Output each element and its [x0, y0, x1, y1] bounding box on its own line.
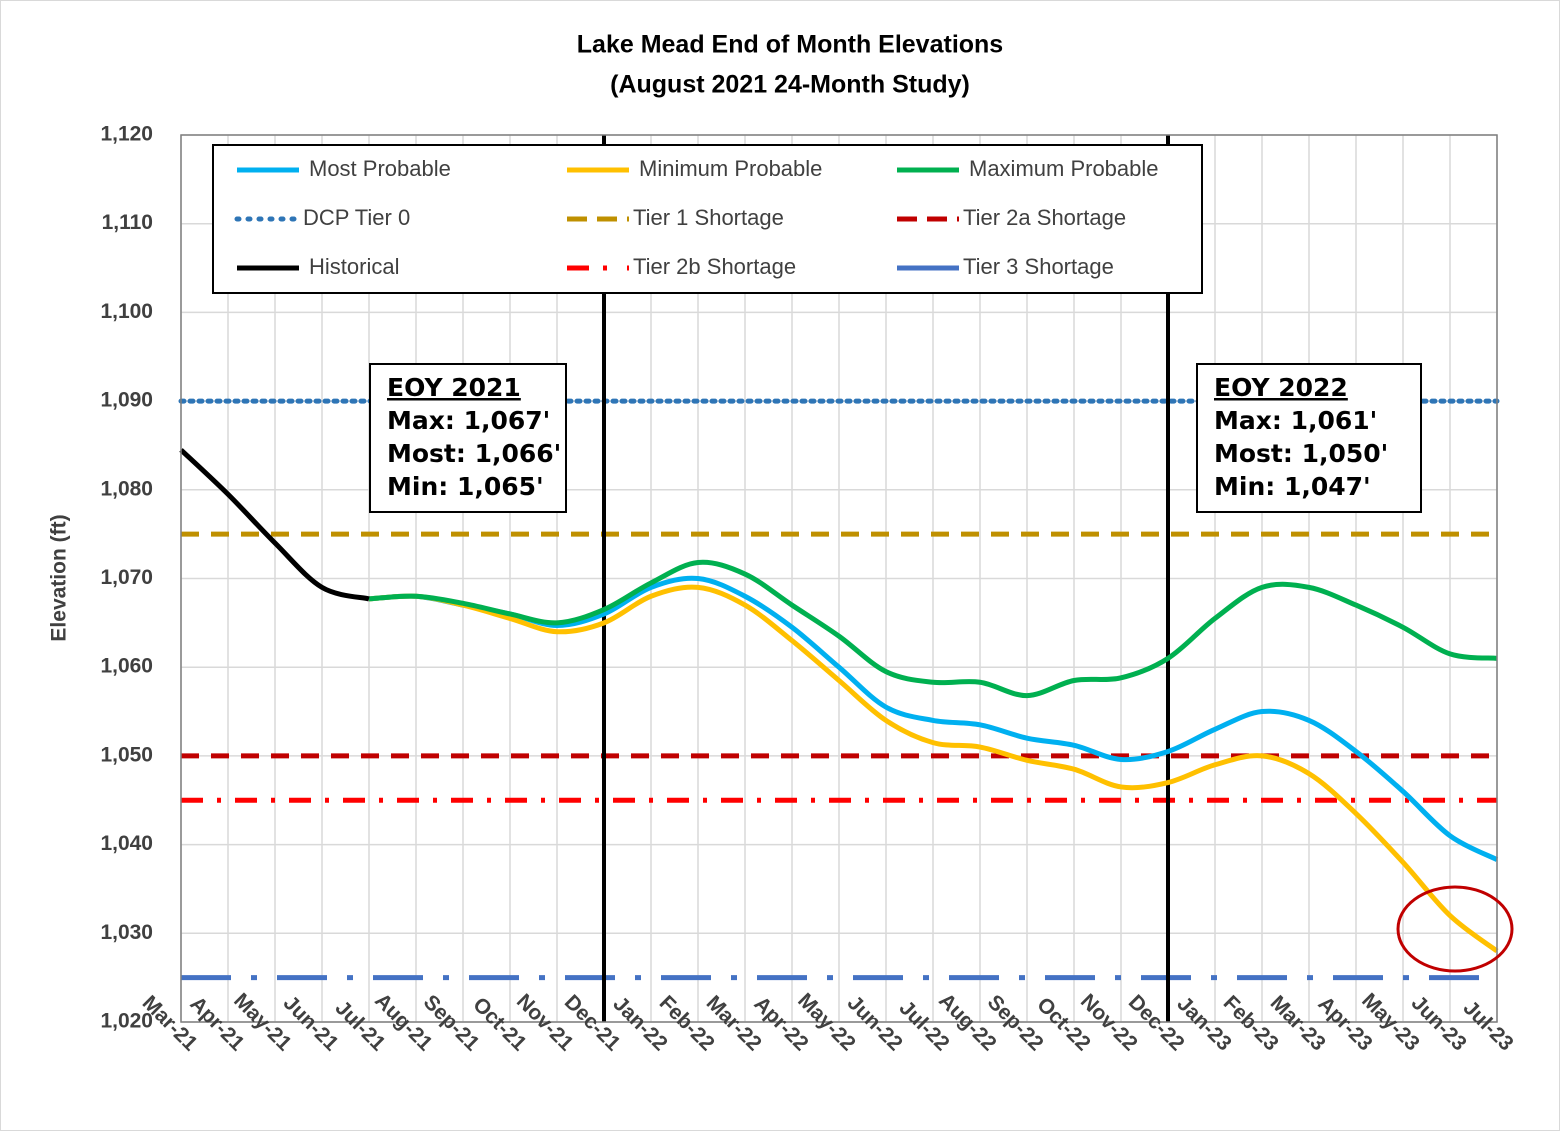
legend: Most Probable Minimum Probable Maximum Pro…	[212, 144, 1203, 294]
y-tick-label: 1,090	[100, 389, 153, 412]
annotation-box	[1196, 363, 1422, 513]
annotation-line: Most: 1,050'	[1214, 439, 1388, 468]
y-tick-label: 1,030	[100, 921, 153, 944]
y-tick-label: 1,120	[100, 123, 153, 146]
annotation-box	[369, 363, 567, 513]
y-tick-label: 1,110	[102, 211, 153, 234]
legend-label: Maximum Probable	[969, 156, 1159, 181]
legend-label: Historical	[309, 254, 399, 279]
series-line	[179, 448, 370, 602]
plot-border	[180, 134, 1498, 1023]
y-tick-label: 1,040	[100, 832, 153, 855]
legend-label: Tier 1 Shortage	[633, 205, 784, 230]
annotation-line: Min: 1,047'	[1214, 472, 1371, 501]
legend-label: Tier 2b Shortage	[633, 254, 796, 279]
legend-label: Minimum Probable	[639, 156, 822, 181]
y-axis-label: Elevation (ft)	[48, 514, 71, 641]
annotation-line: Max: 1,061'	[1214, 406, 1377, 435]
series-line	[368, 559, 1498, 699]
series-line	[368, 575, 1499, 862]
y-tick-label: 1,070	[100, 566, 153, 589]
annotation-title: EOY 2021	[387, 373, 521, 402]
annotation-title: EOY 2022	[1214, 373, 1348, 402]
y-tick-label: 1,020	[100, 1010, 153, 1033]
annotations: EOY 2021 Max: 1,067' Most: 1,066' Min: 1,06…	[369, 363, 1422, 513]
y-tick-label: 1,050	[100, 743, 153, 766]
lines	[179, 448, 1499, 954]
chart-title: Lake Mead End of Month Elevations	[577, 31, 1003, 59]
series-line	[368, 584, 1499, 954]
legend-label: Tier 3 Shortage	[963, 254, 1114, 279]
annotation-line: Most: 1,066'	[387, 439, 561, 468]
legend-label: Tier 2a Shortage	[963, 205, 1126, 230]
y-tick-label: 1,060	[100, 655, 153, 678]
annotation-line: Max: 1,067'	[387, 406, 550, 435]
chart-subtitle: (August 2021 24-Month Study)	[610, 71, 970, 99]
highlight-circle	[1396, 885, 1514, 973]
annotation-line: Min: 1,065'	[387, 472, 544, 501]
y-tick-label: 1,100	[100, 300, 153, 323]
y-tick-label: 1,080	[100, 477, 153, 500]
legend-label: Most Probable	[309, 156, 451, 181]
legend-label: DCP Tier 0	[303, 205, 410, 230]
legend-box	[212, 144, 1203, 294]
